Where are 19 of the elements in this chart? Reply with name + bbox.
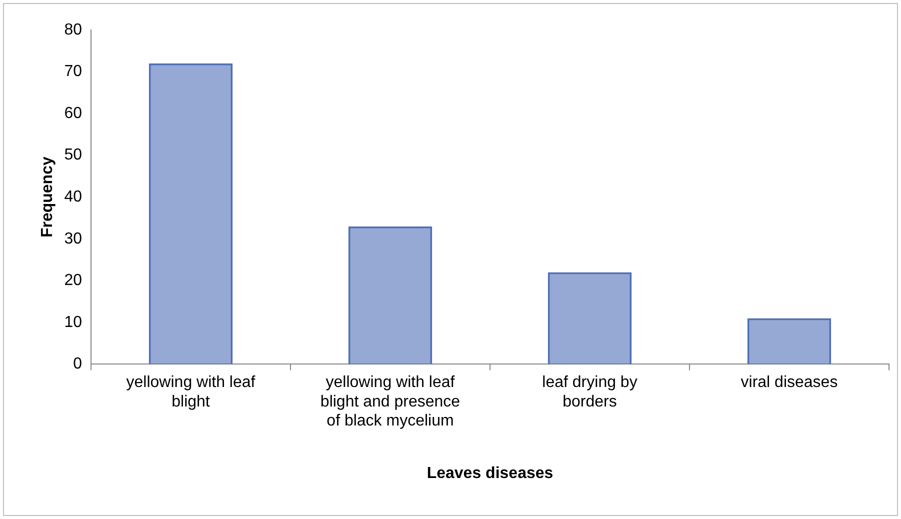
x-tick-label: viral diseases <box>740 374 838 392</box>
y-tick-label: 40 <box>64 188 82 206</box>
bar <box>548 272 632 364</box>
y-tick-label: 70 <box>64 63 82 80</box>
y-tick-label: 50 <box>64 146 82 164</box>
y-tick-label: 10 <box>64 314 82 331</box>
x-tick-label: yellowing with leaf blight <box>126 374 256 410</box>
y-axis-title: Frequency <box>39 156 56 238</box>
x-tick-label: yellowing with leaf blight and presence of black mycelium <box>320 374 460 430</box>
y-tick-label: 20 <box>64 272 82 290</box>
y-tick-label: 0 <box>73 356 82 373</box>
y-tick-label: 80 <box>64 21 82 38</box>
x-axis-title: Leaves diseases <box>426 464 554 482</box>
x-tick-label: leaf drying by borders <box>542 374 638 410</box>
bar <box>747 318 832 364</box>
bar <box>148 63 233 364</box>
y-tick-label: 60 <box>64 104 82 122</box>
bar <box>348 226 432 364</box>
y-tick-label: 30 <box>64 230 82 248</box>
